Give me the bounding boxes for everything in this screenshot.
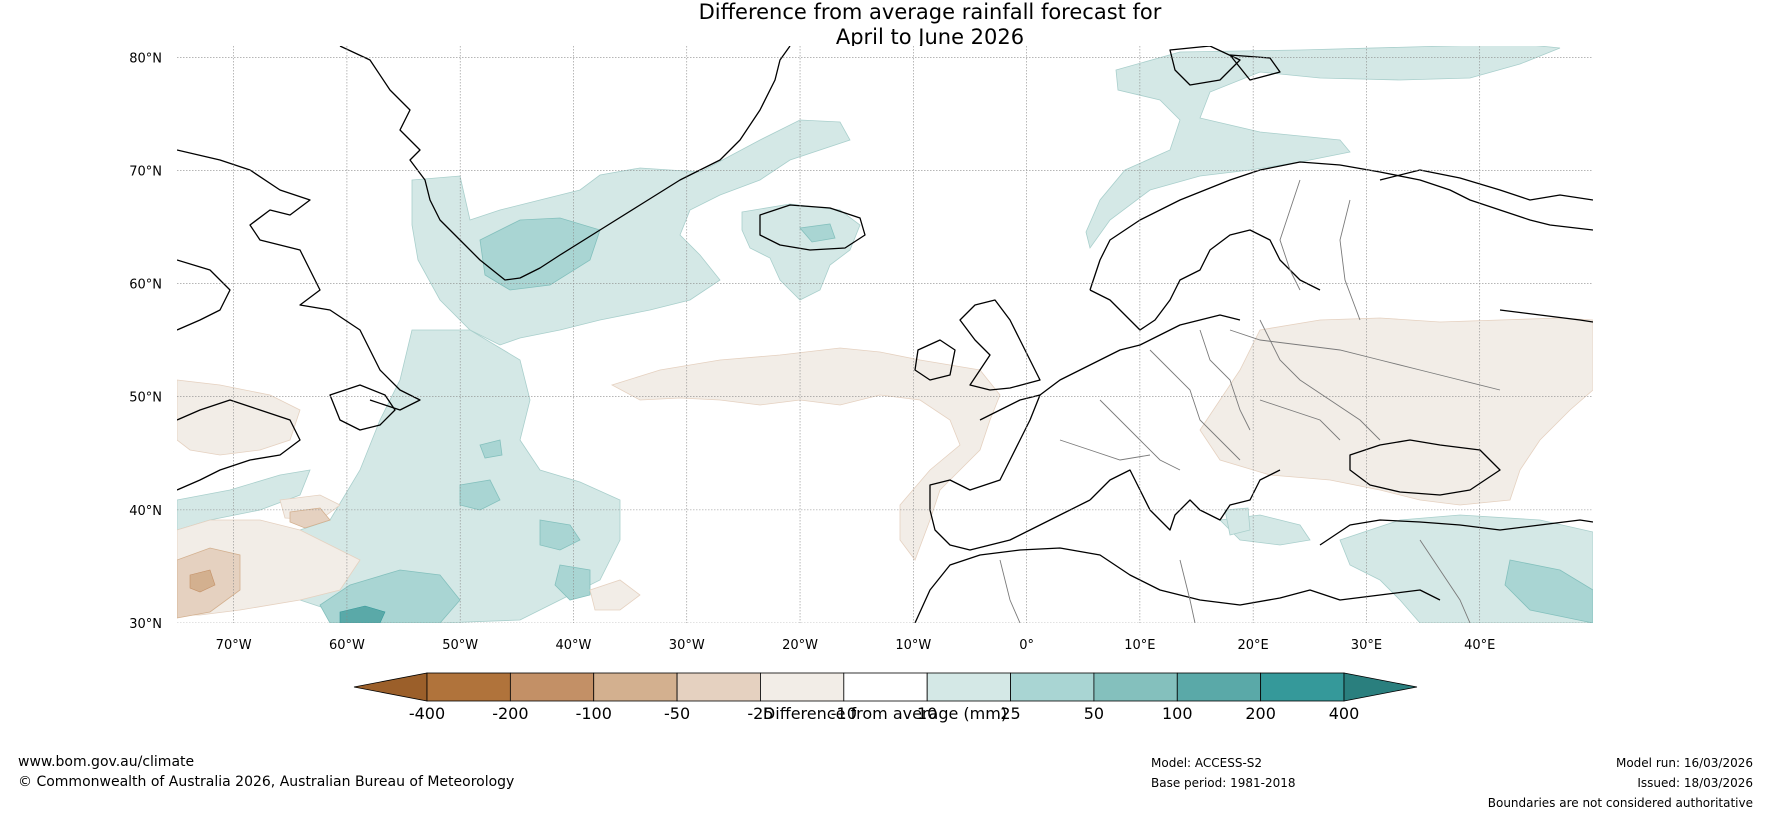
longitude-tick-label: 30°W [669,638,705,653]
longitude-tick-label: 70°W [216,638,252,653]
colorbar-tick-label: -10 [831,704,857,723]
footer-base-period: Base period: 1981-2018 [1151,776,1296,790]
colorbar-tick-label: 200 [1245,704,1276,723]
colorbar-swatch [676,672,761,702]
footer-model-run: Model run: 16/03/2026 [1615,756,1753,770]
colorbar-tick-label: 10 [917,704,937,723]
anomaly-minus50-minus100-mm [189,569,216,593]
colorbar-swatch [1093,672,1178,702]
coastlines [177,46,1593,623]
colorbar-extend-low [353,672,428,702]
colorbar-tick-label: -50 [664,704,690,723]
colorbar-tick-label: -100 [576,704,612,723]
longitude-tick-label: 20°W [782,638,818,653]
colorbar-tick-label: -400 [409,704,445,723]
footer-model: Model: ACCESS-S2 [1151,756,1263,770]
colorbar-swatch [926,672,1011,702]
longitude-tick-label: 40°W [556,638,592,653]
longitude-axis: 70°W 60°W 50°W 40°W 30°W 20°W 10°W 0° 10°E 20°E 30… [216,638,1496,653]
colorbar-swatch [593,672,678,702]
latitude-tick-label: 80°N [129,51,162,66]
colorbar-tick-label: -200 [492,704,528,723]
map-plot-area [177,46,1593,623]
longitude-tick-label: 60°W [329,638,365,653]
longitude-tick-label: 10°E [1124,638,1155,653]
colorbar-swatch [1260,672,1345,702]
latitude-axis: 30°N 40°N 50°N 60°N 70°N 80°N [129,51,162,632]
title-line-1: Difference from average rainfall forecas… [698,0,1162,24]
colorbar-tick-label: 400 [1329,704,1360,723]
colorbar-swatch [760,672,845,702]
anomaly-25-50-mm [319,217,1593,623]
footer-disclaimer: Boundaries are not considered authoritat… [1487,796,1753,810]
colorbar-tick-label: 50 [1084,704,1104,723]
anomaly-50-100-mm [339,605,386,623]
colorbar-swatch [426,672,511,702]
colorbar-tick-label: 100 [1162,704,1193,723]
country-borders [999,179,1501,623]
colorbar-extend-high [1343,672,1418,702]
colorbar-tick-label: -25 [747,704,773,723]
colorbar-swatch [843,672,928,702]
longitude-tick-label: 0° [1019,638,1034,653]
latitude-tick-label: 60°N [129,278,162,293]
longitude-tick-label: 20°E [1238,638,1269,653]
colorbar-swatch [509,672,595,702]
graticule [177,46,1593,623]
latitude-tick-label: 40°N [129,504,162,519]
colorbar-label: Difference from average (mm) [762,704,1008,723]
latitude-tick-label: 50°N [129,391,162,406]
longitude-tick-label: 30°E [1351,638,1382,653]
latitude-tick-label: 70°N [129,164,162,179]
map-title: Difference from average rainfall forecas… [0,0,1770,50]
colorbar-swatch [1176,672,1262,702]
colorbar-swatch [1010,672,1095,702]
footer-url: www.bom.gov.au/climate [18,754,195,770]
colorbar-tick-label: 25 [1000,704,1020,723]
longitude-tick-label: 40°E [1464,638,1495,653]
latitude-tick-label: 30°N [129,617,162,632]
longitude-tick-label: 10°W [895,638,931,653]
colorbar: -400 -200 -100 -50 -25 -10 10 25 50 100 200 400 [353,672,1418,723]
footer-copyright: © Commonwealth of Australia 2026, Austra… [18,774,515,790]
footer-issued: Issued: 18/03/2026 [1637,776,1753,790]
title-line-2: April to June 2026 [835,25,1025,49]
longitude-tick-label: 50°W [442,638,478,653]
